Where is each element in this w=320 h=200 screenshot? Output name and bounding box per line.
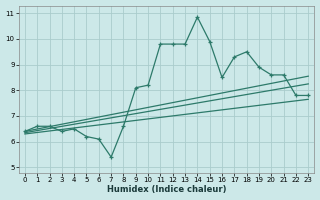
X-axis label: Humidex (Indice chaleur): Humidex (Indice chaleur)	[107, 185, 226, 194]
